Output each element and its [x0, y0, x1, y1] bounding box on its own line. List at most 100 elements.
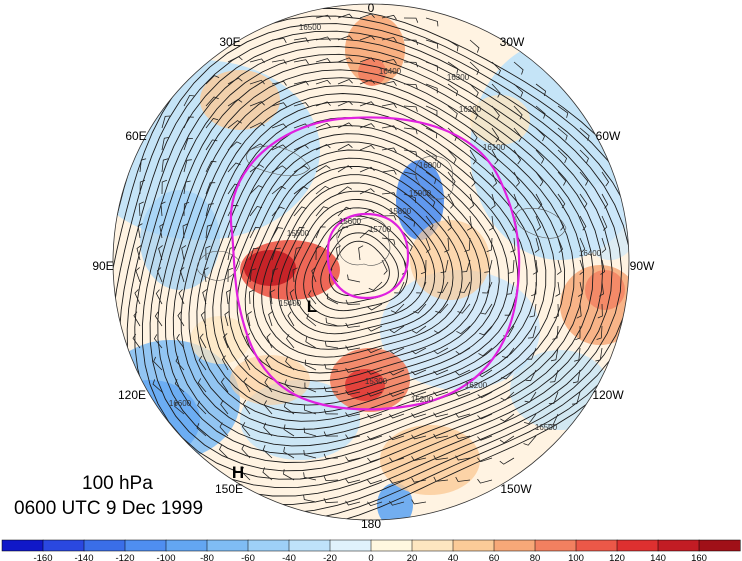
wind-barb — [179, 267, 185, 283]
wind-barb — [337, 165, 353, 173]
wind-barb — [264, 377, 273, 393]
wind-barb — [358, 245, 364, 261]
wind-barb — [367, 457, 383, 463]
wind-barb — [293, 144, 309, 151]
colorbar-cell — [42, 539, 85, 552]
wind-barb — [249, 247, 259, 261]
wind-barb — [265, 355, 273, 371]
wind-barb — [513, 61, 524, 75]
wind-barb — [524, 391, 537, 403]
wind-barb — [381, 103, 397, 109]
wind-barb — [305, 336, 317, 349]
wind-barb — [249, 205, 263, 217]
wind-barb — [293, 37, 309, 43]
anomaly-patch — [380, 270, 540, 390]
height-contour — [220, 133, 509, 398]
wind-barb — [304, 359, 317, 371]
longitude-label: 0 — [368, 1, 375, 15]
wind-barb — [367, 435, 383, 441]
wind-barb — [266, 333, 273, 349]
wind-barb — [325, 317, 339, 327]
wind-barb — [315, 245, 322, 261]
wind-barb — [486, 237, 493, 252]
wind-barb — [550, 347, 559, 362]
wind-barb — [381, 14, 397, 20]
wind-barb — [513, 105, 523, 120]
wind-barb — [293, 102, 309, 107]
wind-barb — [196, 423, 207, 437]
wind-barb — [161, 179, 168, 195]
wind-barb — [500, 413, 515, 422]
wind-barb — [289, 289, 295, 305]
wind-barb — [456, 325, 471, 335]
wind-barb — [205, 203, 214, 217]
wind-barb — [323, 475, 339, 482]
colorbar-tick-label: -160 — [33, 553, 52, 561]
wind-barb — [403, 61, 418, 68]
longitude-label: 60W — [596, 129, 621, 143]
colorbar: -160 -140 -120 -100 -80 -60 -40 -20 0 20 40 60 80 100… — [1, 539, 741, 561]
height-contour — [253, 166, 472, 366]
wind-barb — [219, 422, 229, 437]
wind-barb — [315, 144, 331, 151]
wind-barb — [403, 17, 419, 23]
wind-barb — [447, 193, 455, 209]
colorbar-tick-label: -80 — [200, 553, 214, 561]
wind-barb — [345, 345, 361, 351]
longitude-label: 180 — [361, 517, 381, 531]
wind-barb — [381, 36, 397, 42]
wind-barb — [381, 147, 397, 153]
wind-barb — [394, 281, 405, 294]
wind-barb — [283, 469, 295, 481]
wind-barbs — [132, 13, 610, 507]
colorbar-tick-label: 100 — [568, 553, 584, 561]
colorbar-tick-label: -40 — [282, 553, 296, 561]
wind-barb — [324, 386, 339, 393]
colorbar-tick-labels: -160 -140 -120 -100 -80 -60 -40 -20 0 20 40 60 80 100… — [33, 553, 706, 561]
wind-barb — [308, 290, 317, 305]
wind-barb — [138, 201, 144, 217]
contour-label: 16600 — [169, 399, 192, 408]
wind-barb — [381, 59, 397, 64]
wind-barb — [154, 311, 163, 327]
wind-barb — [425, 17, 439, 27]
wind-barb — [337, 57, 353, 63]
wind-barb — [271, 185, 286, 195]
wind-barb — [535, 215, 541, 231]
wind-barb — [403, 39, 419, 46]
wind-barb — [499, 435, 515, 444]
height-contour — [277, 190, 445, 342]
wind-barb — [174, 378, 185, 393]
wind-barb — [508, 259, 515, 274]
wind-barb — [241, 422, 251, 437]
contour-label: 16100 — [483, 143, 506, 152]
height-contour — [165, 77, 575, 455]
wind-barb — [315, 14, 331, 20]
colorbar-cell — [247, 539, 290, 552]
wind-barb — [425, 171, 437, 184]
longitude-label: 30W — [500, 35, 525, 49]
wind-barb — [595, 347, 603, 362]
wind-barb — [447, 105, 458, 119]
wind-barb — [271, 165, 287, 173]
wind-barb — [457, 303, 471, 314]
wind-barb — [221, 355, 229, 371]
wind-barb — [455, 476, 471, 482]
wind-barb — [244, 355, 251, 371]
wind-barb — [156, 267, 163, 283]
wind-barb — [183, 159, 192, 173]
colorbar-cell — [698, 539, 741, 552]
wind-barb — [506, 281, 515, 295]
wind-barb — [425, 237, 431, 253]
contour-label: 15600 — [339, 217, 362, 226]
wind-barb — [315, 165, 331, 173]
wind-barb — [345, 367, 361, 373]
wind-barb — [367, 479, 383, 485]
wind-barb — [183, 202, 190, 217]
wind-barb — [153, 334, 163, 349]
wind-barb — [440, 259, 449, 273]
wind-barb — [523, 413, 537, 425]
wind-barb — [205, 96, 219, 107]
wind-barb — [315, 101, 331, 107]
wind-barb — [242, 399, 251, 415]
